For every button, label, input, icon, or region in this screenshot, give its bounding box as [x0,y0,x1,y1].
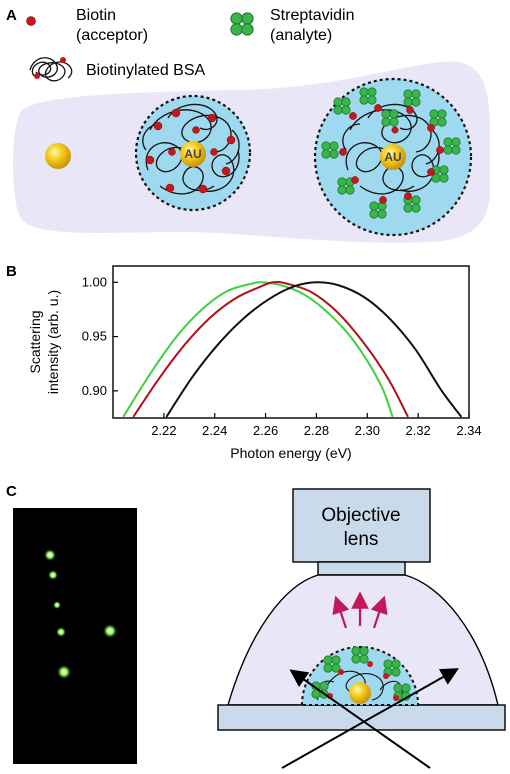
biotin-legend-icon [26,16,36,26]
bsa-legend-label: Biotinylated BSA [86,62,206,79]
streptavidin-legend-icon [230,12,254,36]
biotin-legend-label: Biotin [76,7,116,24]
au-label-1: AU [184,147,201,161]
x-tick-label: 2.30 [355,423,380,438]
panel-c-letter: C [6,483,17,500]
y-tick-label: 0.90 [82,383,107,398]
illumination-arrows [281,668,459,769]
y-tick-label: 0.95 [82,329,107,344]
x-tick-label: 2.24 [202,423,227,438]
glass-slide [217,704,506,731]
spectrum-line-3 [165,281,463,418]
gold-nanoparticle-on-slide [349,682,371,704]
microscope-schematic: Objective lens [217,488,506,769]
objective-label-line2: lens [344,529,379,550]
scattered-light-arrows [332,591,388,629]
streptavidin-legend-label: Streptavidin [270,7,355,24]
streptavidin-legend-sublabel: (analyte) [270,27,332,44]
x-tick-label: 2.28 [304,423,329,438]
darkfield-image [13,508,137,764]
x-tick-label: 2.26 [253,423,278,438]
bsa-legend-icon [29,57,73,82]
panel-a-letter: A [6,7,17,24]
x-tick-label: 2.22 [151,423,176,438]
au-label-2: AU [384,150,401,164]
y-axis-label-line2: intensity (arb. u.) [45,290,61,394]
objective-lens-body [292,488,431,563]
y-axis-label-line1: Scattering [27,310,43,373]
x-tick-label: 2.34 [456,423,481,438]
plot-frame [112,265,470,419]
biotin-molecules [145,108,236,194]
objective-label: Objective [321,505,400,526]
biotinylated-nanoparticle: AU [134,94,252,212]
objective-neck [317,561,406,576]
chart-ticks: 2.22 2.24 2.26 2.28 2.30 2.32 2.34 0.90 0.95 1.00 [82,274,482,438]
y-tick-label: 1.00 [82,274,107,289]
scattering-chart: 2.22 2.24 2.26 2.28 2.30 2.32 2.34 0.90 0.95 1.00… [27,265,482,461]
spectrum-line-1 [122,281,394,418]
panel-b-letter: B [6,263,17,280]
x-axis-label: Photon energy (eV) [230,445,351,461]
spectrum-line-2 [132,280,409,418]
x-tick-label: 2.32 [405,423,430,438]
chart-lines [122,280,463,418]
bare-gold-nanoparticle [45,143,71,169]
streptavidin-bound-nanoparticle: AU [313,77,473,237]
biotin-legend-sublabel: (acceptor) [76,27,148,44]
